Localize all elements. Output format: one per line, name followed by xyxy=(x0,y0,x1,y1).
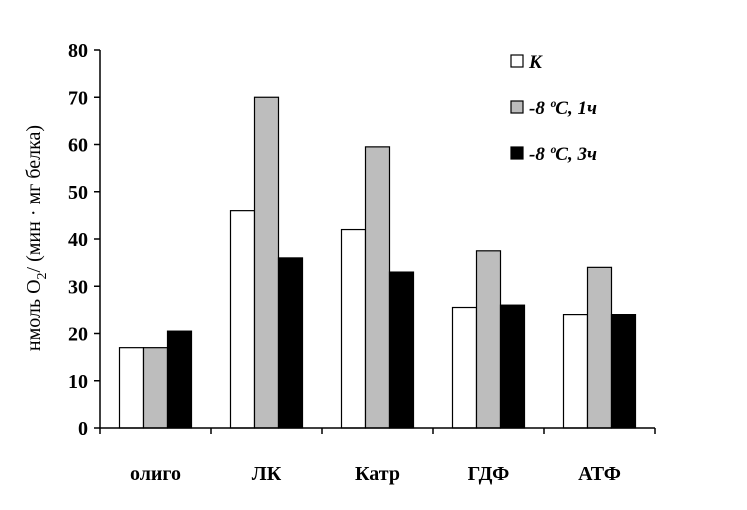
y-axis-title: нмоль O2/ (мин · мг белка) xyxy=(23,125,50,351)
bar-1-4 xyxy=(451,306,478,429)
x-category-label: Катр xyxy=(355,463,400,485)
legend-swatch-2 xyxy=(510,100,524,114)
y-tick-label: 40 xyxy=(68,229,88,251)
bar-3-2 xyxy=(277,257,304,429)
bar-2-2 xyxy=(253,96,280,429)
legend-swatch-3 xyxy=(510,146,524,160)
bar-2-3 xyxy=(364,146,391,429)
axes-layer: 0 10 20 30 40 50 60 70 80 олиго ЛК Катр ГДФ АТФ xyxy=(68,40,656,485)
y-tick-label: 0 xyxy=(78,418,88,440)
bar-3-5 xyxy=(610,314,637,429)
bar-3-4 xyxy=(499,304,526,429)
legend-label-1: К xyxy=(528,52,543,73)
x-category-label: олиго xyxy=(130,463,181,485)
bar-2-1 xyxy=(142,347,169,429)
bar-1-1 xyxy=(118,347,145,429)
y-tick-label: 60 xyxy=(68,135,88,157)
y-tick-label: 50 xyxy=(68,182,88,204)
legend-label-2: -8 ºС, 1ч xyxy=(529,98,597,119)
legend: К -8 ºС, 1ч -8 ºС, 3ч xyxy=(510,52,597,165)
x-category-label: АТФ xyxy=(578,463,621,485)
bar-1-2 xyxy=(229,210,256,429)
bar-2-4 xyxy=(475,250,502,429)
bar-3-1 xyxy=(166,330,193,429)
bar-3-3 xyxy=(388,271,415,429)
legend-swatch-1 xyxy=(510,54,524,68)
bar-1-3 xyxy=(340,228,367,429)
y-tick-label: 30 xyxy=(68,276,88,298)
x-category-label: ЛК xyxy=(252,463,282,485)
bar-1-5 xyxy=(562,314,589,429)
y-tick-label: 80 xyxy=(68,40,88,62)
bars-layer xyxy=(118,96,637,429)
bar-2-5 xyxy=(586,266,613,429)
y-tick-label: 20 xyxy=(68,324,88,346)
y-tick-label: 70 xyxy=(68,87,88,109)
x-category-label: ГДФ xyxy=(468,463,510,485)
legend-label-3: -8 ºС, 3ч xyxy=(529,144,597,165)
y-tick-label: 10 xyxy=(68,371,88,393)
